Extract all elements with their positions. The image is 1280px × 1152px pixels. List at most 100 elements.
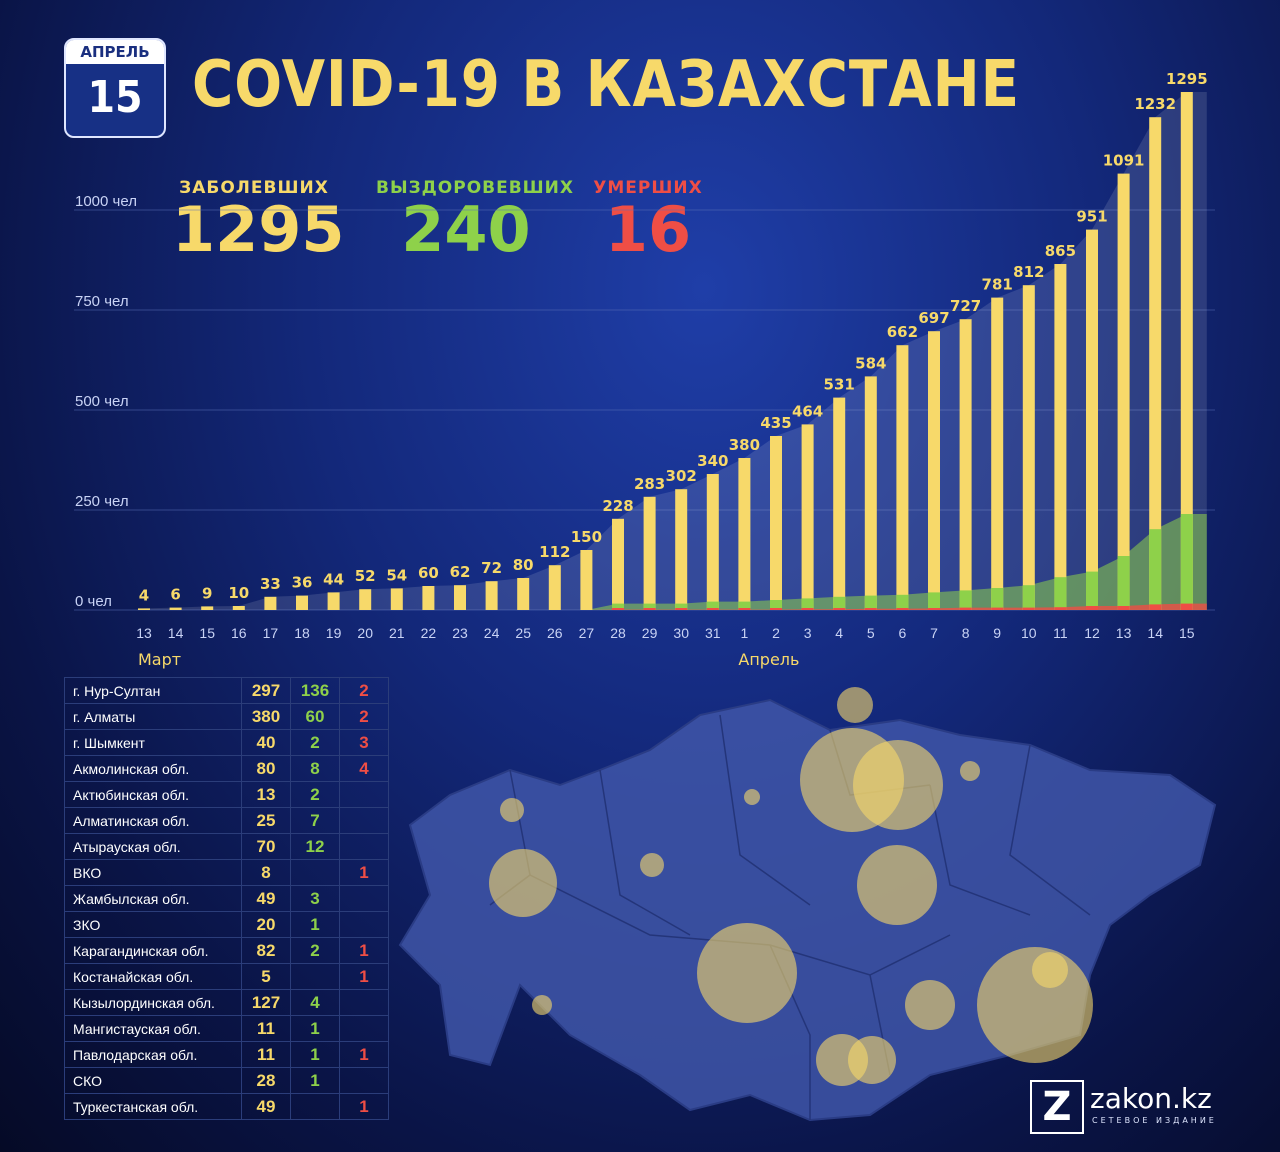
bar-recovered xyxy=(928,592,940,610)
region-recovered: 1 xyxy=(290,911,340,938)
region-recovered: 2 xyxy=(290,937,340,964)
region-recovered: 136 xyxy=(290,677,340,704)
bar-recovered xyxy=(1180,514,1193,610)
region-recovered: 1 xyxy=(290,1067,340,1094)
bar-value-label: 781 xyxy=(982,276,1013,294)
region-died: 1 xyxy=(339,963,389,990)
region-name: Акмолинская обл. xyxy=(64,755,242,782)
table-row: Павлодарская обл. 11 1 1 xyxy=(64,1041,389,1068)
bar-infected xyxy=(1117,173,1130,610)
bar-infected xyxy=(1149,117,1162,610)
table-row: г. Нур-Султан 297 136 2 xyxy=(64,677,389,704)
table-row: Туркестанская обл. 49 1 xyxy=(64,1093,389,1120)
bar-infected xyxy=(390,588,403,610)
bar-died xyxy=(612,608,624,610)
region-bubble xyxy=(1032,952,1068,988)
x-tick-label: 12 xyxy=(1084,625,1100,641)
x-tick-label: 14 xyxy=(168,625,184,641)
bar-value-label: 302 xyxy=(666,467,697,485)
recovered-area xyxy=(144,514,1207,610)
bar-value-label: 464 xyxy=(792,402,823,420)
x-tick-label: 19 xyxy=(326,625,342,641)
region-name: г. Шымкент xyxy=(64,729,242,756)
region-died xyxy=(339,833,389,860)
bar-died xyxy=(706,608,719,610)
region-bubble xyxy=(640,853,664,877)
bar-infected xyxy=(485,581,498,610)
bar-infected xyxy=(738,458,751,610)
region-name: г. Алматы xyxy=(64,703,242,730)
table-row: ЗКО 20 1 xyxy=(64,911,389,938)
kazakhstan-map xyxy=(398,687,1217,1122)
region-recovered: 60 xyxy=(290,703,340,730)
bar-value-label: 60 xyxy=(418,564,439,582)
region-infected: 25 xyxy=(241,807,291,834)
bar-infected xyxy=(643,496,656,610)
region-name: ВКО xyxy=(64,859,242,886)
bar-died xyxy=(1054,607,1067,610)
stat-recovered: ВЫЗДОРОВЕВШИХ 240 xyxy=(376,178,573,262)
bar-died xyxy=(675,608,688,610)
region-died: 1 xyxy=(339,859,389,886)
x-tick-label: 22 xyxy=(421,625,437,641)
region-recovered xyxy=(290,963,340,990)
bar-infected xyxy=(1180,92,1193,610)
x-tick-label: 31 xyxy=(705,625,721,641)
bar-infected xyxy=(138,608,150,610)
x-tick-label: 20 xyxy=(357,625,373,641)
region-border xyxy=(719,714,811,906)
bar-value-label: 228 xyxy=(602,497,633,515)
region-bubble xyxy=(905,980,955,1030)
region-died: 2 xyxy=(339,703,389,730)
bar-recovered xyxy=(1022,585,1035,610)
bar-infected xyxy=(928,331,940,610)
bar-recovered xyxy=(1086,571,1098,610)
bar-died xyxy=(643,608,656,610)
region-bubble xyxy=(489,849,557,917)
x-tick-label: 18 xyxy=(294,625,310,641)
bar-infected xyxy=(359,589,372,610)
region-died xyxy=(339,781,389,808)
bar-value-label: 531 xyxy=(824,376,855,394)
x-tick-label: 25 xyxy=(515,625,531,641)
region-name: Костанайская обл. xyxy=(64,963,242,990)
bar-value-label: 1232 xyxy=(1134,95,1176,113)
region-name: Кызылординская обл. xyxy=(64,989,242,1016)
bar-died xyxy=(864,608,877,610)
region-infected: 11 xyxy=(241,1015,291,1042)
bar-recovered xyxy=(1117,556,1130,610)
regions-table: г. Нур-Султан 297 136 2 г. Алматы 380 60 2 г. Шы… xyxy=(64,677,389,1120)
bar-died xyxy=(833,608,846,610)
bar-recovered xyxy=(896,594,909,610)
bar-value-label: 283 xyxy=(634,475,665,493)
region-name: СКО xyxy=(64,1067,242,1094)
stat-infected-label: ЗАБОЛЕВШИХ xyxy=(179,178,329,198)
bar-infected xyxy=(770,436,782,610)
region-infected: 11 xyxy=(241,1041,291,1068)
table-row: Акмолинская обл. 80 8 4 xyxy=(64,755,389,782)
region-infected: 80 xyxy=(241,755,291,782)
table-row: СКО 28 1 xyxy=(64,1067,389,1094)
x-tick-label: 15 xyxy=(1179,625,1195,641)
bar-value-label: 435 xyxy=(760,414,791,432)
bar-recovered xyxy=(1054,577,1067,610)
x-tick-label: 10 xyxy=(1021,625,1037,641)
month-label-march: Март xyxy=(138,650,182,669)
x-tick-label: 7 xyxy=(930,625,938,641)
x-tick-label: 23 xyxy=(452,625,468,641)
bar-infected xyxy=(517,578,530,610)
table-row: Атырауская обл. 70 12 xyxy=(64,833,389,860)
bar-value-label: 1295 xyxy=(1166,70,1208,88)
bar-recovered xyxy=(959,590,972,610)
bar-died xyxy=(1022,607,1035,610)
bar-died xyxy=(1180,603,1193,610)
died-area xyxy=(144,603,1207,610)
bar-value-label: 52 xyxy=(355,567,376,585)
y-tick-label: 1000 чел xyxy=(75,193,137,210)
x-tick-label: 13 xyxy=(136,625,152,641)
bar-value-label: 812 xyxy=(1013,263,1044,281)
region-infected: 5 xyxy=(241,963,291,990)
region-name: Актюбинская обл. xyxy=(64,781,242,808)
calendar-day: 15 xyxy=(87,72,143,123)
y-tick-label: 0 чел xyxy=(75,593,112,610)
